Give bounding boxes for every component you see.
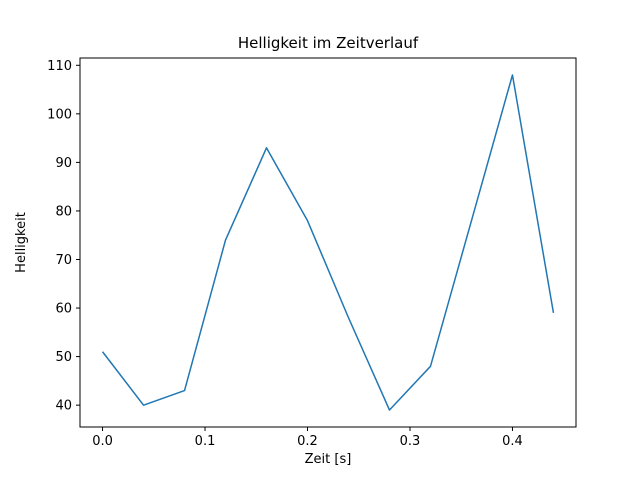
y-tick-label: 60 [55, 302, 72, 317]
x-tick-label: 0.0 [92, 434, 113, 449]
x-tick-label: 0.4 [502, 434, 523, 449]
y-axis-label: Helligkeit [14, 212, 29, 273]
axis-ticks: 0.0 0.1 0.2 0.3 0.4 40 50 60 70 80 90 100 110 [47, 59, 523, 449]
y-tick-label: 40 [55, 399, 72, 414]
x-axis-label: Zeit [s] [305, 452, 352, 467]
y-tick-label: 90 [55, 156, 72, 171]
x-tick-label: 0.1 [195, 434, 216, 449]
y-tick-label: 50 [55, 350, 72, 365]
x-tick-label: 0.2 [297, 434, 318, 449]
y-tick-label: 70 [55, 253, 72, 268]
x-tick-label: 0.3 [400, 434, 421, 449]
chart-title: Helligkeit im Zeitverlauf [238, 34, 419, 52]
y-tick-label: 100 [47, 107, 72, 122]
plot-border [79, 57, 577, 428]
y-tick-label: 110 [47, 59, 72, 74]
brightness-line-series [101, 74, 555, 411]
y-tick-label: 80 [55, 204, 72, 219]
